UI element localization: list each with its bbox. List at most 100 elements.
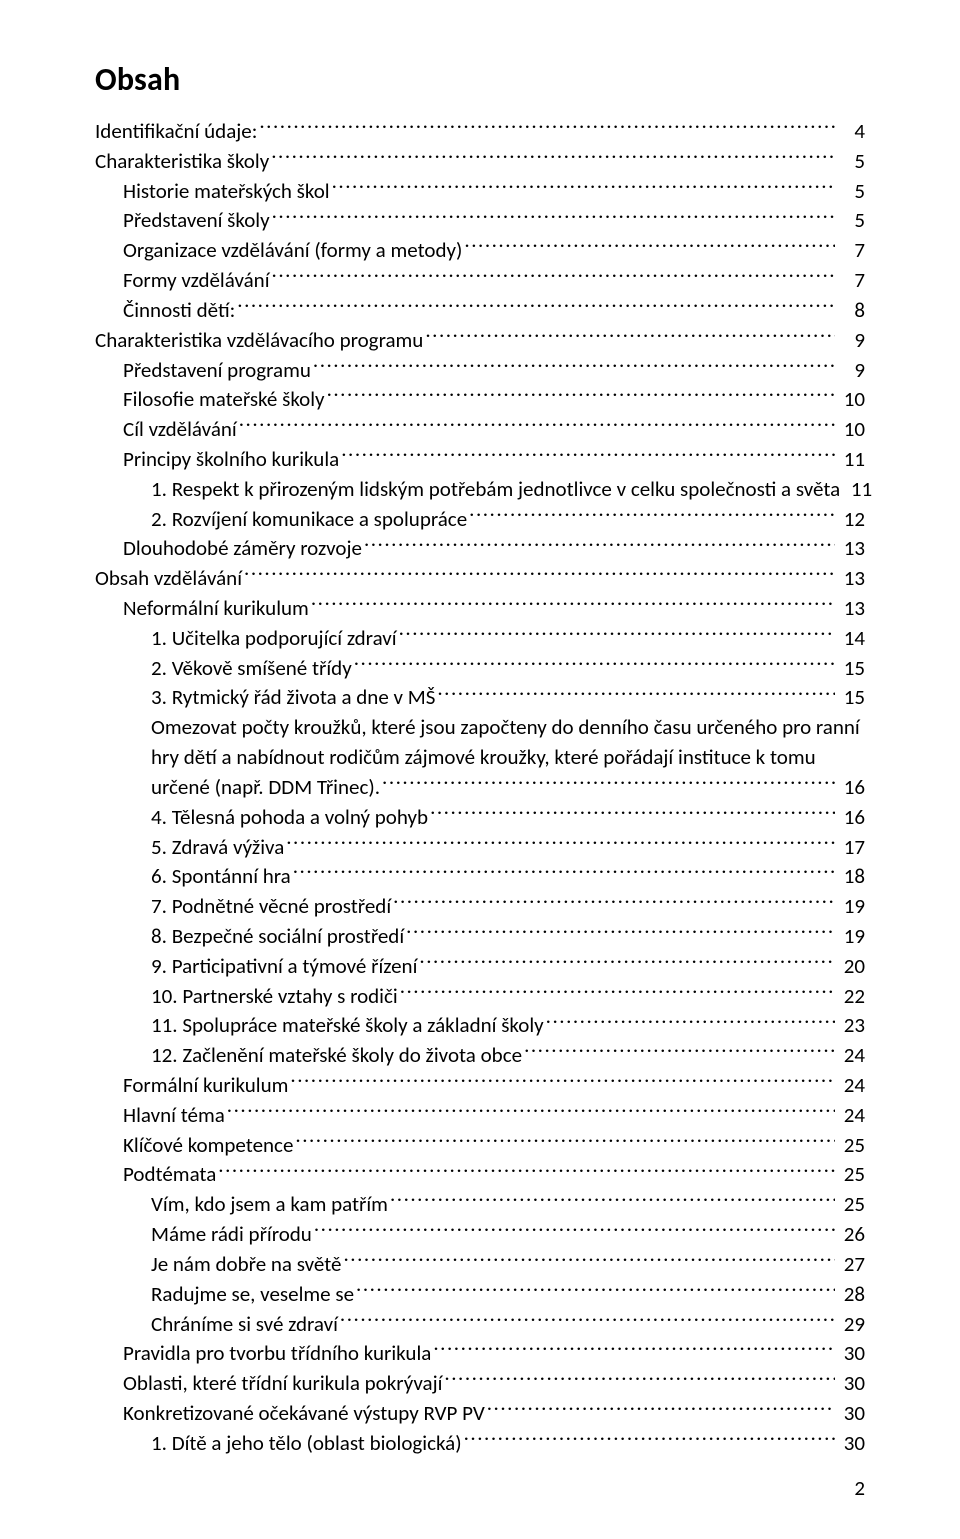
toc-entry: Podtémata25 xyxy=(95,1160,865,1190)
toc-entry: Principy školního kurikula11 xyxy=(95,445,865,475)
toc-entry-label: Chráníme si své zdraví xyxy=(151,1310,338,1340)
toc-dot-leader xyxy=(290,1071,835,1092)
toc-dot-leader xyxy=(430,803,835,824)
toc-dot-leader xyxy=(314,1220,835,1241)
toc-dot-leader xyxy=(295,1131,835,1152)
toc-entry-label: Činnosti dětí: xyxy=(123,296,235,326)
toc-entry-label: Historie mateřských škol xyxy=(123,177,330,207)
toc-entry-page: 9 xyxy=(837,356,865,386)
toc-entry: 2. Věkově smíšené třídy15 xyxy=(95,654,865,684)
toc-entry-label: Obsah vzdělávání xyxy=(95,564,242,594)
toc-dot-leader xyxy=(400,982,835,1003)
toc-entry-label: 6. Spontánní hra xyxy=(151,862,291,892)
toc-dot-leader xyxy=(237,296,835,317)
toc-entry-label: Je nám dobře na světě xyxy=(151,1250,342,1280)
toc-entry: Oblasti, které třídní kurikula pokrývají… xyxy=(95,1369,865,1399)
toc-dot-leader xyxy=(464,236,835,257)
page: Obsah Identifikační údaje:4Charakteristi… xyxy=(0,0,960,1539)
toc-dot-leader xyxy=(286,833,835,854)
toc-entry-page: 23 xyxy=(837,1011,865,1041)
toc-entry: 10. Partnerské vztahy s rodiči22 xyxy=(95,982,865,1012)
toc-entry: 4. Tělesná pohoda a volný pohyb16 xyxy=(95,803,865,833)
toc-entry-label: Klíčové kompetence xyxy=(123,1131,293,1161)
toc-entry: Identifikační údaje:4 xyxy=(95,117,865,147)
toc-entry-label: Organizace vzdělávání (formy a metody) xyxy=(123,236,462,266)
toc-entry-label: Pravidla pro tvorbu třídního kurikula xyxy=(123,1339,431,1369)
toc-entry-page: 16 xyxy=(837,773,865,803)
toc-dot-leader xyxy=(244,564,835,585)
page-title: Obsah xyxy=(95,60,865,99)
toc-entry: Formální kurikulum24 xyxy=(95,1071,865,1101)
toc-dot-leader xyxy=(469,505,835,526)
toc-entry-page: 26 xyxy=(837,1220,865,1250)
toc-entry-page: 24 xyxy=(837,1071,865,1101)
toc-entry: Charakteristika školy5 xyxy=(95,147,865,177)
toc-entry: Představení programu 9 xyxy=(95,356,865,386)
toc-dot-leader xyxy=(425,326,835,347)
toc-entry: Neformální kurikulum13 xyxy=(95,594,865,624)
toc-entry-page: 16 xyxy=(837,803,865,833)
toc-entry: Organizace vzdělávání (formy a metody) 7 xyxy=(95,236,865,266)
toc-dot-leader xyxy=(332,177,835,198)
toc-dot-leader xyxy=(271,147,835,168)
toc-dot-leader xyxy=(272,206,835,227)
toc-dot-leader xyxy=(364,534,835,555)
toc-entry-page: 9 xyxy=(837,326,865,356)
toc-entry-label: 3. Rytmický řád života a dne v MŠ xyxy=(151,683,435,713)
toc-entry-label: 9. Participativní a týmové řízení xyxy=(151,952,417,982)
toc-dot-leader xyxy=(393,892,835,913)
toc-entry-page: 25 xyxy=(837,1190,865,1220)
toc-entry-label: Cíl vzdělávání xyxy=(123,415,237,445)
toc-entry-label: 2. Věkově smíšené třídy xyxy=(151,654,352,684)
toc-entry-page: 5 xyxy=(837,206,865,236)
toc-entry: 5. Zdravá výživa17 xyxy=(95,833,865,863)
toc-entry-page: 17 xyxy=(837,833,865,863)
toc-dot-leader xyxy=(406,922,835,943)
toc-entry: 6. Spontánní hra18 xyxy=(95,862,865,892)
toc-entry-label: Identifikační údaje: xyxy=(95,117,257,147)
toc-dot-leader xyxy=(218,1160,835,1181)
toc-entry: Historie mateřských škol 5 xyxy=(95,177,865,207)
toc-entry-label: 1. Dítě a jeho tělo (oblast biologická) xyxy=(151,1429,462,1459)
toc-entry: Konkretizované očekávané výstupy RVP PV3… xyxy=(95,1399,865,1429)
toc-entry: 12. Začlenění mateřské školy do života o… xyxy=(95,1041,865,1071)
toc-entry: Vím, kdo jsem a kam patřím25 xyxy=(95,1190,865,1220)
toc-entry-page: 10 xyxy=(837,415,865,445)
toc-dot-leader xyxy=(327,385,835,406)
toc-dot-leader xyxy=(444,1369,835,1390)
toc-entry: Charakteristika vzdělávacího programu 9 xyxy=(95,326,865,356)
toc-dot-leader xyxy=(487,1399,835,1420)
toc-entry: 1. Respekt k přirozeným lidským potřebám… xyxy=(95,475,865,505)
toc-entry-page: 7 xyxy=(837,266,865,296)
toc-dot-leader xyxy=(356,1280,835,1301)
toc-entry: 7. Podnětné věcné prostředí19 xyxy=(95,892,865,922)
toc-entry-page: 11 xyxy=(837,445,865,475)
toc-entry-page: 13 xyxy=(837,534,865,564)
toc-entry-label: Představení programu xyxy=(123,356,311,386)
toc-entry: Pravidla pro tvorbu třídního kurikula30 xyxy=(95,1339,865,1369)
toc-entry-label: 11. Spolupráce mateřské školy a základní… xyxy=(151,1011,544,1041)
toc-entry-label: Charakteristika vzdělávacího programu xyxy=(95,326,423,356)
toc-entry-page: 20 xyxy=(837,952,865,982)
toc-entry-label: Máme rádi přírodu xyxy=(151,1220,312,1250)
page-number: 2 xyxy=(854,1475,865,1501)
toc-entry-page: 28 xyxy=(837,1280,865,1310)
toc-entry-label: Podtémata xyxy=(123,1160,216,1190)
toc-entry: 3. Rytmický řád života a dne v MŠ15 xyxy=(95,683,865,713)
toc-entry-page: 7 xyxy=(837,236,865,266)
toc-dot-leader xyxy=(546,1011,835,1032)
toc-dot-leader xyxy=(272,266,835,287)
toc-entry: Filosofie mateřské školy10 xyxy=(95,385,865,415)
toc-entry-page: 24 xyxy=(837,1041,865,1071)
toc-entry-paragraph-line: hry dětí a nabídnout rodičům zájmové kro… xyxy=(95,743,865,773)
toc-entry-label: 1. Učitelka podporující zdraví xyxy=(151,624,397,654)
toc-entry-page: 5 xyxy=(837,147,865,177)
toc-entry-page: 22 xyxy=(837,982,865,1012)
toc-entry-page: 13 xyxy=(837,564,865,594)
toc-entry-label: určené (např. DDM Třinec). xyxy=(151,773,380,803)
toc-entry-page: 5 xyxy=(837,177,865,207)
toc-dot-leader xyxy=(464,1429,835,1450)
toc-dot-leader xyxy=(293,862,835,883)
toc-entry-paragraph-line: Omezovat počty kroužků, které jsou započ… xyxy=(95,713,865,743)
toc-dot-leader xyxy=(340,1310,835,1331)
